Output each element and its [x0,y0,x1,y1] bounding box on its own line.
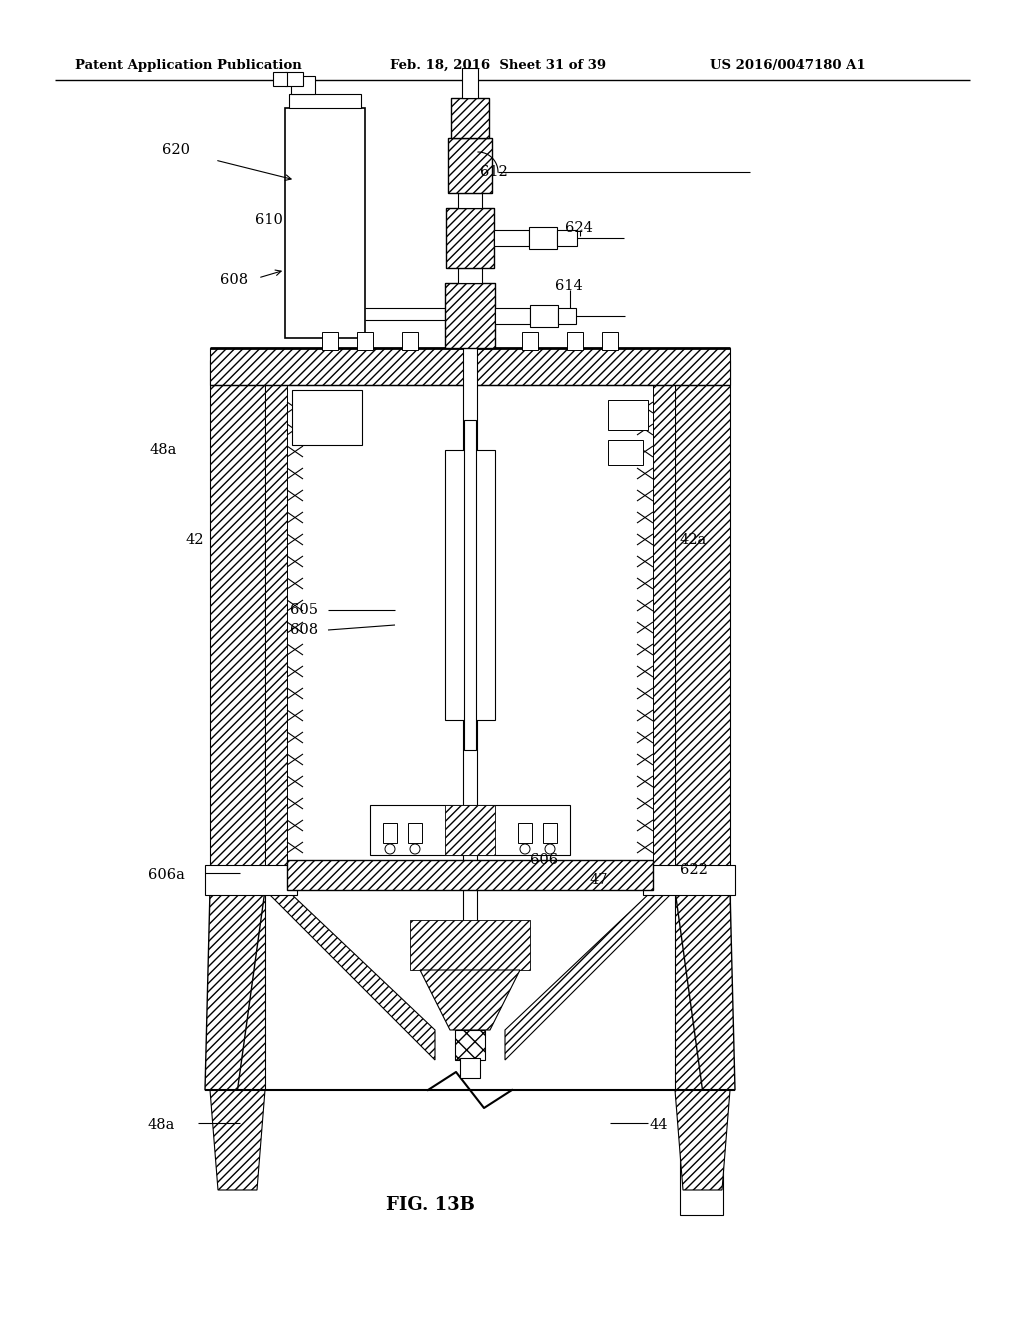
Text: 610: 610 [255,213,283,227]
Bar [608,440,643,465]
Bar [383,822,397,843]
Bar [675,360,730,1090]
Text: 44: 44 [650,1118,669,1133]
Bar [557,230,577,246]
Bar [608,400,648,430]
Text: 48a: 48a [148,1118,175,1133]
Polygon shape [675,1090,730,1191]
Circle shape [545,843,555,854]
Bar [543,822,557,843]
Bar [285,108,365,338]
Bar [445,282,495,348]
Text: 605: 605 [290,603,318,616]
Bar [445,805,495,855]
Text: Feb. 18, 2016  Sheet 31 of 39: Feb. 18, 2016 Sheet 31 of 39 [390,58,606,71]
Polygon shape [505,890,675,1060]
Bar [285,73,303,86]
Bar [451,98,489,139]
Bar [449,139,492,193]
Text: 624: 624 [565,220,593,235]
Bar [449,139,492,193]
Bar [402,333,418,350]
Bar [265,385,287,890]
Text: 612: 612 [480,165,508,180]
Bar [558,308,575,323]
Bar [451,98,489,139]
Bar [464,420,476,750]
Bar [458,268,482,282]
Text: 47: 47 [590,873,608,887]
Bar [455,1030,485,1060]
Bar [458,193,482,209]
Bar [445,450,495,719]
Text: 608: 608 [290,623,318,638]
Text: 608: 608 [220,273,248,286]
Bar [210,348,730,385]
Bar [273,73,287,86]
Circle shape [410,843,420,854]
Bar [495,308,530,323]
Bar [462,69,478,98]
Bar [287,890,653,1090]
Bar [602,333,618,350]
Text: Patent Application Publication: Patent Application Publication [75,58,302,71]
Bar [460,1059,480,1078]
Bar [494,230,529,246]
Bar [291,77,315,94]
Bar [518,822,532,843]
Text: 42: 42 [185,533,204,546]
Polygon shape [205,890,265,1090]
Bar [445,282,495,348]
Bar [322,333,338,350]
Text: FIG. 13B: FIG. 13B [386,1196,474,1214]
Bar [205,865,297,895]
Bar [357,333,373,350]
Bar [446,209,494,268]
Bar [567,333,583,350]
Text: 606: 606 [530,853,558,867]
Polygon shape [675,890,735,1090]
Polygon shape [210,1090,265,1191]
Polygon shape [265,890,435,1060]
Text: 606a: 606a [148,869,185,882]
Bar [530,305,558,327]
Text: 42a: 42a [680,533,708,546]
Bar [680,1096,723,1214]
Bar [292,389,362,445]
Bar [446,209,494,268]
Bar [370,805,570,855]
Text: 48a: 48a [150,444,177,457]
Bar [653,385,675,890]
Bar [408,822,422,843]
Bar [289,94,361,108]
Circle shape [520,843,530,854]
Bar [643,865,735,895]
Polygon shape [420,970,520,1030]
Bar [463,190,477,1071]
Bar [287,861,653,890]
Bar [210,360,265,1090]
Text: 614: 614 [555,279,583,293]
Circle shape [385,843,395,854]
Bar [522,333,538,350]
Text: 622: 622 [680,863,708,876]
Bar [410,920,530,970]
Bar [529,227,557,249]
Text: US 2016/0047180 A1: US 2016/0047180 A1 [710,58,865,71]
Text: 620: 620 [162,143,190,157]
